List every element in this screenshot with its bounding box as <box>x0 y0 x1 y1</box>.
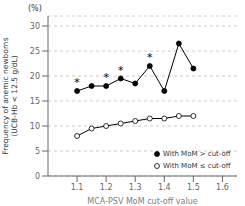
svg-text:30: 30 <box>30 22 40 31</box>
svg-text:5: 5 <box>35 147 40 156</box>
svg-text:1.6: 1.6 <box>216 183 229 192</box>
svg-text:Frequency of anemic newborns(U: Frequency of anemic newborns(UCB-Hb < 12… <box>8 37 19 154</box>
svg-text:1.1: 1.1 <box>71 183 84 192</box>
svg-text:1.2: 1.2 <box>100 183 113 192</box>
svg-text:*: * <box>147 51 153 64</box>
svg-text:20: 20 <box>30 72 40 81</box>
svg-text:(%): (%) <box>28 4 42 13</box>
svg-text:*: * <box>74 76 80 89</box>
svg-text:1.4: 1.4 <box>158 183 171 192</box>
svg-text:*: * <box>103 71 109 84</box>
svg-text:0: 0 <box>35 172 40 181</box>
svg-text:1.5: 1.5 <box>187 183 200 192</box>
svg-text:MCA-PSV MoM cut-off value: MCA-PSV MoM cut-off value <box>87 197 197 206</box>
svg-text:With MoM ≤ cut-off: With MoM ≤ cut-off <box>163 162 231 170</box>
svg-text:15: 15 <box>30 97 40 106</box>
svg-text:25: 25 <box>30 47 40 56</box>
svg-text:10: 10 <box>30 122 40 131</box>
svg-text:1.3: 1.3 <box>129 183 142 192</box>
svg-text:With MoM > cut-off: With MoM > cut-off <box>163 150 231 158</box>
svg-text:*: * <box>118 64 124 77</box>
